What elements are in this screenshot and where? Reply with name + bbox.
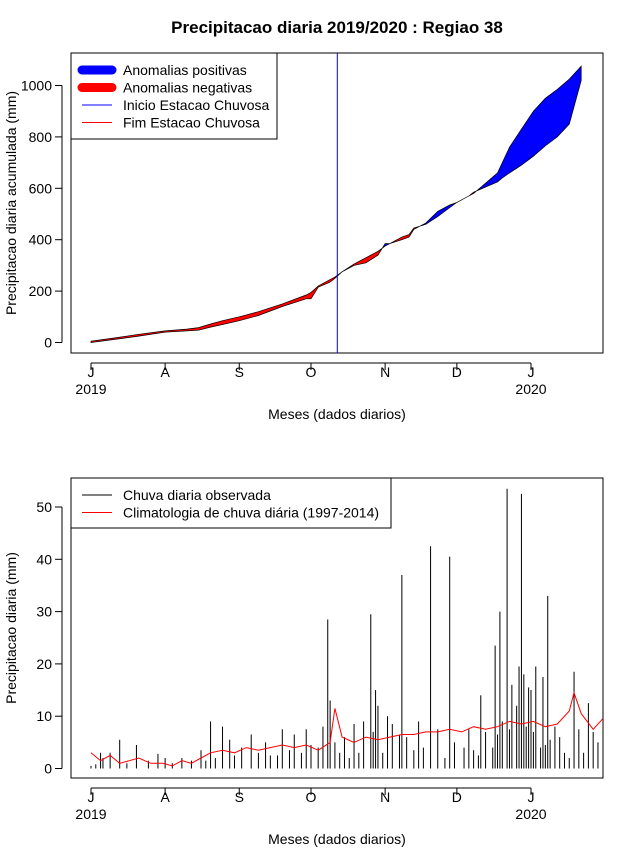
positive-anomaly-area	[382, 243, 391, 249]
y-axis-title: Precipitacao diaria (mm)	[3, 552, 19, 704]
legend: Anomalias positivas Anomalias negativasIn…	[70, 52, 278, 140]
legend-label: Anomalias negativas	[123, 80, 252, 96]
x-tick-label: J	[528, 789, 535, 805]
x-tick-label: O	[306, 364, 317, 380]
y-tick-label: 800	[29, 129, 53, 145]
x-tick-label: S	[235, 364, 244, 380]
figure-title: Precipitacao diaria 2019/2020 : Regiao 3…	[171, 18, 503, 37]
y-axis-title: Precipitacao diaria acumulada (mm)	[3, 91, 19, 315]
x-tick-label: A	[160, 789, 170, 805]
y-tick-label: 10	[36, 708, 52, 724]
x-tick-label: N	[380, 789, 390, 805]
y-tick-label: 200	[29, 283, 53, 299]
x-tick-label: N	[380, 364, 390, 380]
y-tick-label: 0	[44, 761, 52, 777]
x-axis-title: Meses (dados diarios)	[268, 406, 406, 422]
x-tick-label: J	[88, 789, 95, 805]
x-tick-year-label: 2020	[515, 806, 546, 822]
y-tick-label: 1000	[21, 78, 52, 94]
x-tick-label: D	[452, 789, 462, 805]
x-tick-year-label: 2019	[75, 806, 106, 822]
x-tick-year-label: 2019	[75, 381, 106, 397]
positive-anomaly-area	[419, 195, 469, 227]
x-tick-label: A	[160, 364, 170, 380]
y-tick-label: 30	[36, 604, 52, 620]
y-tick-label: 20	[36, 656, 52, 672]
y-tick-label: 50	[36, 499, 52, 515]
x-tick-label: J	[88, 364, 95, 380]
x-tick-label: J	[528, 364, 535, 380]
y-tick-label: 600	[29, 180, 53, 196]
negative-anomaly-area	[389, 225, 420, 244]
x-tick-label: O	[306, 789, 317, 805]
y-tick-label: 400	[29, 232, 53, 248]
x-tick-label: S	[235, 789, 244, 805]
legend-box	[70, 477, 392, 529]
positive-anomaly-area	[476, 65, 582, 192]
y-tick-label: 40	[36, 551, 52, 567]
negative-anomaly-area	[468, 190, 477, 197]
legend-label: Inicio Estacao Chuvosa	[123, 97, 270, 113]
negative-anomaly-area	[90, 271, 343, 343]
negative-anomaly-area	[341, 247, 383, 273]
legend-label: Anomalias positivas	[123, 62, 247, 78]
legend-label: Climatologia de chuva diária (1997-2014)	[123, 505, 379, 521]
climatology-line	[90, 690, 604, 767]
y-tick-label: 0	[44, 335, 52, 351]
x-axis-title: Meses (dados diarios)	[268, 831, 406, 847]
x-tick-label: D	[452, 364, 462, 380]
legend-label: Chuva diaria observada	[123, 487, 271, 503]
x-tick-year-label: 2020	[515, 381, 546, 397]
legend: Chuva diaria observada Climatologia de ch…	[70, 477, 392, 529]
legend-label: Fim Estacao Chuvosa	[123, 115, 260, 131]
